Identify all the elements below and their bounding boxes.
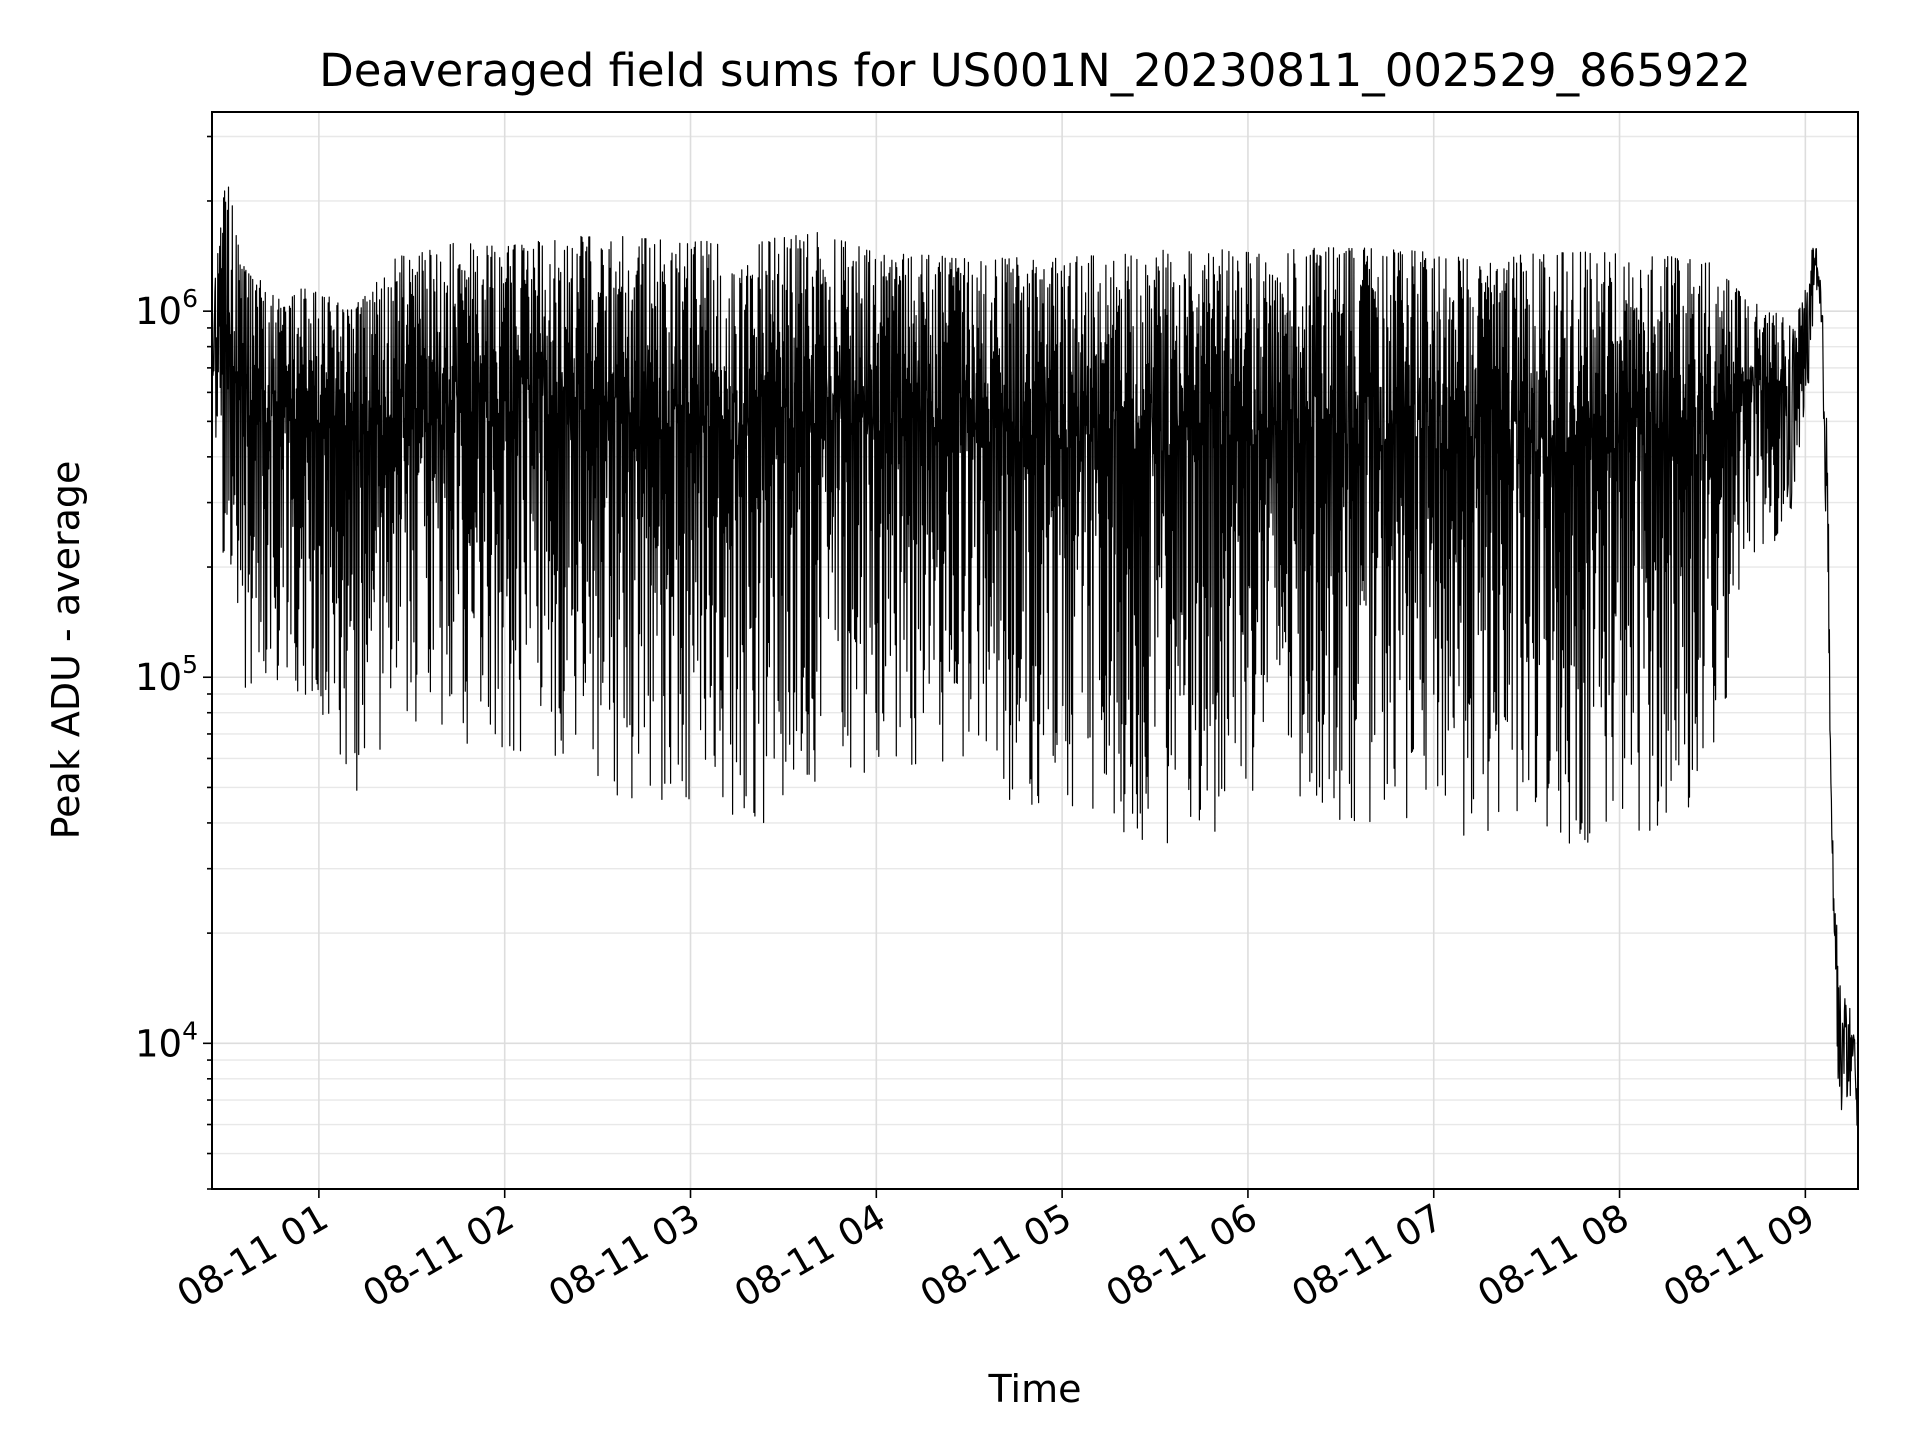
x-axis-label: Time — [988, 1367, 1082, 1411]
series-line — [211, 186, 1859, 1126]
y-tick-label: 105 — [135, 650, 198, 699]
y-axis-label: Peak ADU - average — [44, 461, 88, 840]
chart-title: Deaveraged field sums for US001N_2023081… — [319, 44, 1751, 97]
y-tick-label: 106 — [135, 284, 198, 333]
y-tick-label: 104 — [135, 1016, 198, 1065]
plot-frame — [211, 111, 1859, 1190]
